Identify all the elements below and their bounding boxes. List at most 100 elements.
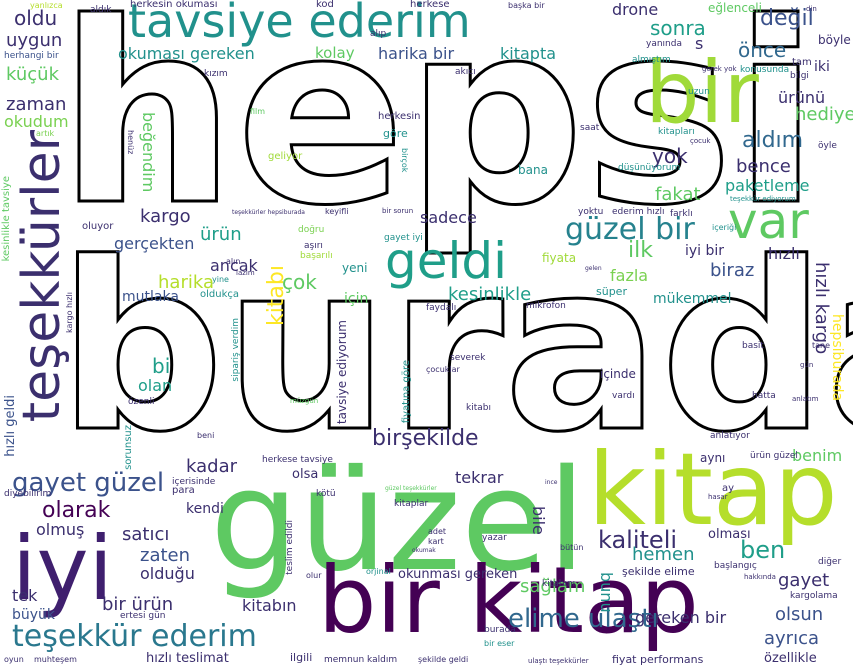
word-diyebilirim: diyebilirim: [4, 489, 52, 499]
word-icinde: içinde: [600, 367, 636, 381]
word-gore: göre: [383, 127, 408, 140]
word-herkese: herkese: [410, 0, 450, 10]
word-muzgun: müzgün: [290, 397, 319, 405]
word-biraz: biraz: [710, 260, 755, 281]
word-farkli: farklı: [670, 209, 693, 219]
word-gayet-guzel: gayet güzel: [12, 468, 165, 498]
word-hizli: hızlı: [768, 244, 800, 263]
word-cocuk: çocuk: [690, 137, 711, 145]
word-icerisinde: içerisinde: [172, 477, 216, 487]
word-oldukca: oldukça: [200, 289, 239, 300]
word-bana: bana: [518, 163, 548, 177]
word-gayet-iyi: gayet iyi: [384, 233, 423, 243]
word-bilgi: bilgi: [790, 71, 809, 81]
word-uzun: uzun: [688, 87, 710, 97]
word-kargo-hizli: kargo hızlı: [65, 292, 74, 333]
word-olur: olur: [306, 571, 322, 580]
word-herkesin: herkesin: [378, 111, 421, 122]
word-olan: olan: [138, 376, 173, 395]
word-bir-urun: bir ürün: [102, 594, 174, 615]
word-aldik: aldık: [90, 5, 112, 15]
word-almistim: almıştım: [632, 55, 671, 65]
word-boyle: böyle: [818, 33, 851, 47]
word-bir: bir: [645, 43, 759, 143]
word-para: para: [172, 485, 195, 496]
word-zaten: zaten: [140, 545, 191, 566]
word-oyle: öyle: [818, 141, 837, 151]
word-harika: harika: [158, 272, 214, 293]
word-olarak: olarak: [42, 498, 111, 523]
word-zaman: zaman: [6, 94, 67, 115]
word-asiri: aşırı: [304, 241, 323, 251]
word-bi: bi: [152, 354, 171, 378]
word-tesekkurler-hepsiburada: teşekkürler hepsiburada: [232, 209, 305, 216]
word-sadece: sadece: [420, 208, 477, 227]
word-kotu: kötü: [316, 489, 336, 499]
word-benim: benim: [792, 446, 843, 465]
word-fazla: fazla: [610, 266, 649, 285]
word-oldu: oldu: [14, 6, 58, 30]
word-bence: bence: [736, 156, 791, 177]
word-hatta: hatta: [752, 391, 776, 401]
word-ertesi-gun: ertesi gün: [120, 611, 166, 621]
word-elime-ulasti: elime ulaştı: [508, 604, 659, 634]
word-kitabini: kitabını: [542, 579, 576, 589]
word-bir-sorun: bir sorun: [382, 207, 414, 215]
word-guzel-bir: güzel bir: [565, 212, 695, 247]
word-iyi: iyi: [12, 517, 113, 620]
word-drone: drone: [612, 0, 659, 19]
word-satici: satıcı: [122, 524, 170, 545]
word-olmus: olmuş: [36, 520, 85, 539]
word-hizli-geldi: hızlı geldi: [3, 395, 18, 457]
word-baslangic: başlangıç: [714, 561, 757, 571]
word-iki: iki: [814, 59, 830, 75]
word-ancak: ancak: [210, 256, 258, 275]
word-yazar: yazar: [482, 533, 507, 543]
word-sonra: sonra: [650, 16, 706, 40]
word-icerigi: içeriği: [712, 223, 737, 232]
word-burada: burada: [57, 213, 853, 483]
word-yanlizca: yanlızca: [30, 1, 63, 10]
word-oldugu: olduğu: [140, 564, 195, 583]
word-akici: akıcı: [455, 67, 476, 77]
word-dusunuyorum: düşünüyorum: [618, 163, 681, 173]
word-kaliteli: kaliteli: [598, 526, 678, 554]
word-ince: ince: [545, 479, 558, 486]
word-ilk: ilk: [628, 238, 653, 263]
word-gayet: gayet: [778, 570, 830, 591]
word-yoktu: yoktu: [578, 207, 604, 217]
word-vardi: vardı: [612, 391, 635, 401]
word-oluyor: oluyor: [82, 221, 114, 232]
word-basit: basit: [742, 341, 764, 351]
word-tane: tane: [812, 341, 831, 350]
word-cok: çok: [282, 270, 317, 294]
word-diger: diğer: [818, 557, 842, 567]
word-teslim-edildi: teslim edildi: [285, 520, 295, 575]
word-kadar: kadar: [186, 456, 237, 477]
word-lazim: lazım: [236, 269, 255, 277]
word-baska-bir: başka bir: [508, 1, 545, 10]
word-ilgili: ilgili: [290, 651, 313, 664]
word-guzel-tesekkurler: güzel teşekkürler: [385, 485, 437, 492]
word-hakkinda: hakkında: [744, 573, 776, 581]
word-kucuk: küçük: [6, 64, 60, 85]
word-hemen: hemen: [632, 544, 695, 565]
word-bunu: bunu: [597, 572, 616, 613]
word-yine: yine: [212, 275, 229, 284]
word-kolay: kolay: [315, 44, 355, 62]
word-oyun: oyun: [4, 655, 24, 664]
word-faydali: faydalı: [426, 303, 457, 313]
word-tesekkur-ederim: teşekkür ederim: [12, 619, 257, 654]
word-kart: kart: [428, 537, 444, 546]
word-var: var: [728, 192, 809, 250]
word-adet: adet: [428, 527, 447, 536]
word-okumak: okumak: [412, 547, 436, 554]
word-beni: beni: [197, 431, 215, 440]
word-ozellikle: özellikle: [764, 651, 817, 666]
word-herhangi-bir: herhangi bir: [4, 51, 59, 61]
word-sekilde-elime: şekilde elime: [622, 565, 695, 578]
word-mikrofon: mikrofon: [526, 301, 566, 311]
word-begendim: beğendim: [139, 112, 158, 193]
word-alip: alıp: [370, 29, 387, 39]
word-alin: alın: [226, 257, 241, 266]
